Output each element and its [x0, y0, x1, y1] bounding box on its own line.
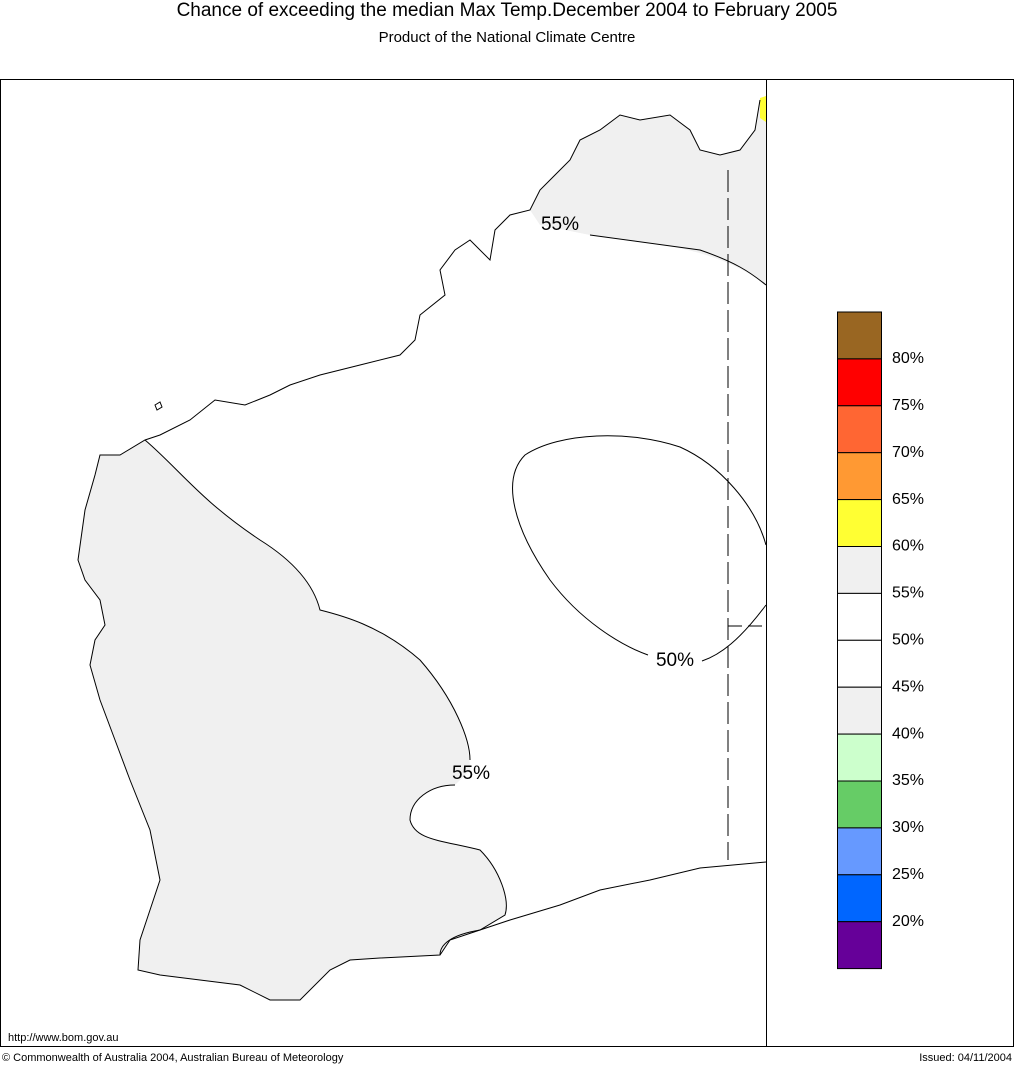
legend: 80% 75% 70% 65% 60% 55% 50% 45% 40% 35% 30% 25% 20%	[837, 311, 924, 970]
map: 55% 50% 55% http://www.bom.gov.au	[8, 96, 767, 1044]
legend-swatch	[837, 499, 882, 548]
legend-label: 70%	[892, 444, 924, 461]
url: http://www.bom.gov.au	[8, 1032, 118, 1044]
legend-label: 45%	[892, 678, 924, 695]
contour-label: 50%	[656, 650, 694, 671]
region-55-southwest	[78, 440, 507, 1000]
legend-swatch	[837, 733, 882, 782]
region-60	[760, 96, 766, 122]
legend-swatch	[837, 639, 882, 688]
legend-swatch	[837, 874, 882, 923]
contour-55-southwest	[144, 439, 507, 956]
legend-label: 80%	[892, 350, 924, 367]
legend-swatch	[837, 546, 882, 594]
coastline	[77, 99, 767, 1001]
legend-label: 55%	[892, 585, 924, 602]
legend-swatch	[837, 405, 882, 454]
region-55-north	[530, 100, 766, 285]
legend-label: 35%	[892, 772, 924, 789]
subtitle: Product of the National Climate Centre	[379, 29, 636, 46]
island	[154, 401, 163, 411]
title: Chance of exceeding the median Max Temp.…	[177, 0, 838, 21]
legend-label: 40%	[892, 725, 924, 742]
contour-label: 55%	[452, 763, 490, 784]
legend-swatch	[837, 686, 882, 735]
legend-swatch	[837, 592, 882, 641]
legend-label: 65%	[892, 491, 924, 508]
legend-swatch	[837, 358, 882, 407]
legend-label: 75%	[892, 397, 924, 414]
contour-label: 55%	[541, 214, 579, 235]
legend-label: 25%	[892, 866, 924, 883]
legend-swatch	[837, 311, 882, 360]
legend-swatch	[837, 827, 882, 876]
issued: Issued: 04/11/2004	[919, 1052, 1012, 1064]
legend-swatch	[837, 921, 882, 970]
contour-50	[512, 435, 767, 662]
legend-label: 20%	[892, 913, 924, 930]
legend-label: 30%	[892, 819, 924, 836]
copyright: © Commonwealth of Australia 2004, Austra…	[2, 1052, 344, 1064]
contour-55-north	[589, 234, 767, 286]
legend-label: 60%	[892, 538, 924, 555]
legend-swatch	[837, 452, 882, 501]
legend-swatch	[837, 780, 882, 829]
legend-label: 50%	[892, 632, 924, 649]
